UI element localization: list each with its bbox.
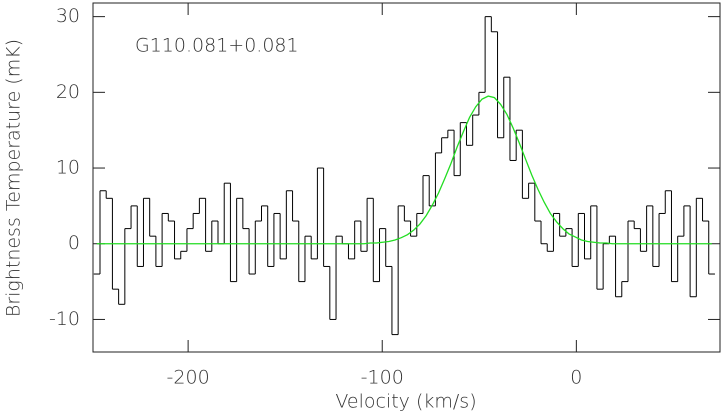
annotation: G110.081+0.081 [135,35,299,57]
y-tick-label: 20 [56,81,80,103]
y-tick-label: 30 [56,5,80,27]
x-tick-label: 0 [570,367,582,389]
gaussian-fit [96,95,712,245]
y-tick-label: 0 [68,232,80,254]
x-tick-label: -200 [167,367,210,389]
y-tick-label: 10 [56,157,80,179]
x-tick-label: -100 [361,367,404,389]
plot-frame [92,2,721,353]
x-axis-label: Velocity (km/s) [335,391,476,413]
y-axis-label: Brightness Temperature (mK) [3,39,25,317]
y-tick-label: -10 [49,308,80,330]
